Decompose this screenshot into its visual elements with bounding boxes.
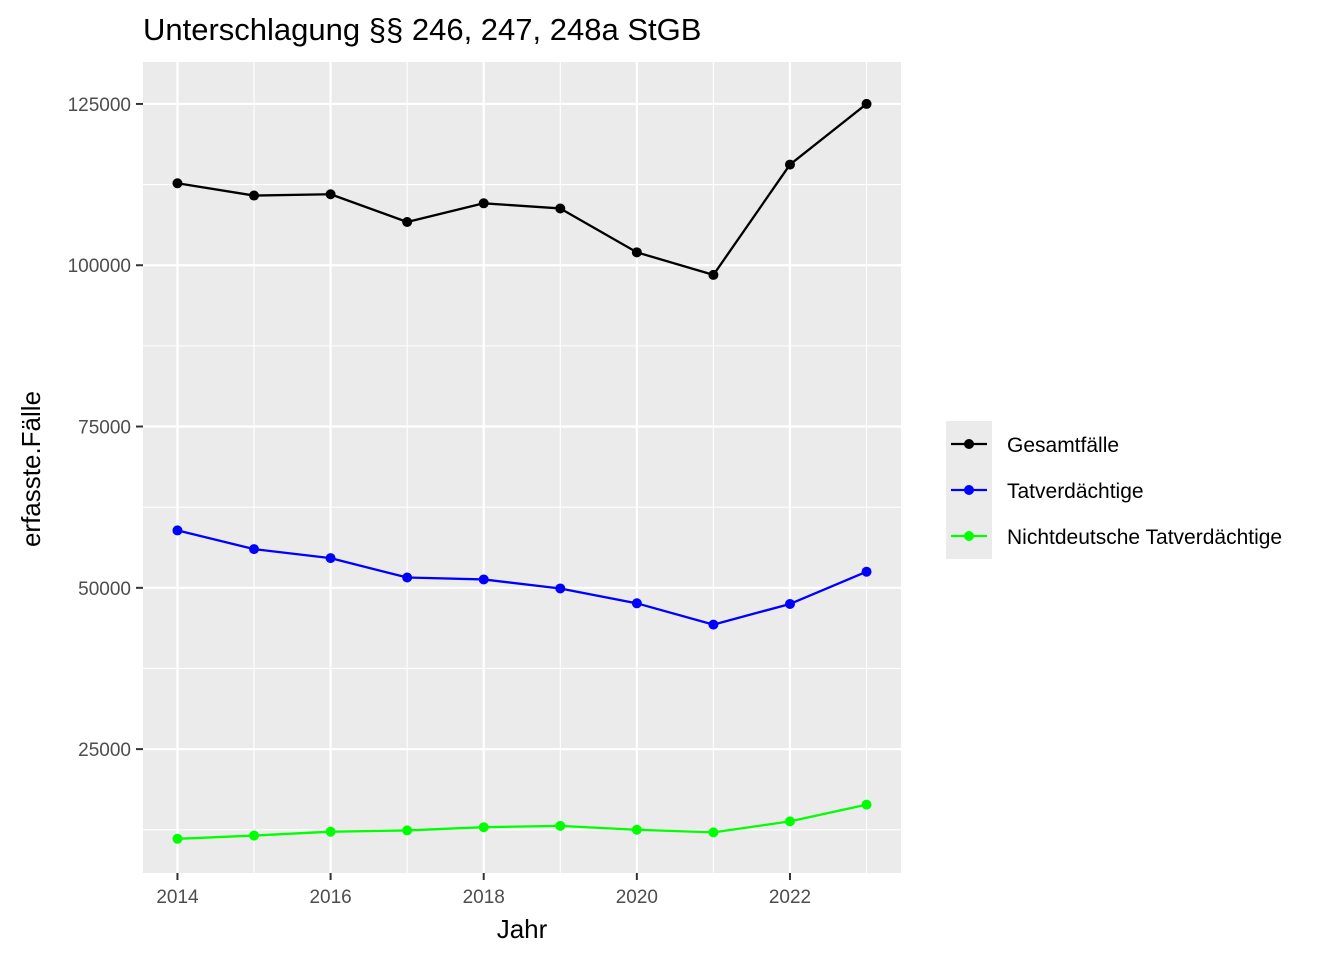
- data-point-1-8: [784, 598, 795, 609]
- data-point-1-5: [555, 583, 566, 594]
- data-point-1-0: [172, 525, 183, 536]
- data-point-1-9: [861, 566, 872, 577]
- legend-marker-0: [964, 439, 974, 449]
- legend-marker-2: [964, 531, 974, 541]
- data-point-2-1: [249, 830, 260, 841]
- legend-label-0: Gesamtfälle: [1007, 434, 1119, 457]
- legend-label-1: Tatverdächtige: [1007, 480, 1144, 503]
- x-tick-label-0: 2014: [156, 887, 199, 908]
- data-point-1-1: [249, 544, 260, 555]
- data-point-0-7: [708, 269, 719, 280]
- data-point-0-6: [631, 247, 642, 258]
- data-point-0-3: [402, 217, 413, 228]
- data-point-2-3: [402, 825, 413, 836]
- x-tick-label-3: 2020: [616, 887, 658, 908]
- data-point-1-4: [478, 574, 489, 585]
- data-point-0-1: [249, 190, 260, 201]
- y-tick-label-3: 100000: [68, 256, 131, 277]
- data-point-2-9: [861, 799, 872, 810]
- data-point-2-8: [784, 816, 795, 827]
- series-line-0: [177, 103, 868, 277]
- data-point-1-2: [325, 553, 336, 564]
- data-point-0-9: [861, 98, 872, 109]
- data-point-0-0: [172, 178, 183, 189]
- legend-label-2: Nichtdeutsche Tatverdächtige: [1007, 526, 1282, 549]
- x-tick-label-4: 2022: [769, 887, 811, 908]
- data-point-2-2: [325, 826, 336, 837]
- x-tick-label-1: 2016: [309, 887, 351, 908]
- series-line-1: [177, 529, 867, 626]
- series-1: [172, 525, 872, 630]
- plot-panel: [143, 62, 901, 873]
- series-layer: [172, 98, 872, 844]
- legend-item-2: Nichtdeutsche Tatverdächtige: [951, 526, 1282, 549]
- data-point-1-6: [631, 598, 642, 609]
- legend: Gesamtfälle Tatverdächtige Nichtdeutsche T…: [946, 421, 1282, 559]
- data-point-0-8: [784, 159, 795, 170]
- y-tick-label-4: 125000: [68, 95, 131, 116]
- series-line-2: [177, 803, 867, 840]
- data-point-0-5: [555, 203, 566, 214]
- data-point-2-5: [555, 820, 566, 831]
- legend-item-1: Tatverdächtige: [951, 480, 1144, 503]
- y-tick-label-0: 25000: [78, 740, 131, 761]
- x-axis: 2014 2016 2018 2020 2022: [156, 873, 811, 908]
- y-tick-label-2: 75000: [78, 418, 131, 439]
- data-point-2-7: [708, 827, 719, 838]
- legend-marker-1: [964, 485, 974, 495]
- data-point-1-3: [402, 572, 413, 583]
- minor-gridlines: [143, 62, 901, 873]
- series-2: [172, 799, 872, 844]
- data-point-2-4: [478, 822, 489, 833]
- data-point-0-4: [478, 198, 489, 209]
- y-tick-label-1: 50000: [78, 579, 131, 600]
- x-axis-title: Jahr: [497, 914, 548, 944]
- chart-title: Unterschlagung §§ 246, 247, 248a StGB: [143, 12, 701, 47]
- data-point-2-6: [631, 824, 642, 835]
- series-0: [172, 98, 872, 280]
- data-point-2-0: [172, 833, 183, 844]
- y-axis: 25000 50000 75000 100000 125000: [68, 95, 143, 761]
- legend-item-0: Gesamtfälle: [951, 434, 1119, 457]
- x-tick-label-2: 2018: [463, 887, 505, 908]
- y-axis-title: erfasste.Fälle: [16, 391, 46, 547]
- data-point-0-2: [325, 189, 336, 200]
- data-point-1-7: [708, 619, 719, 630]
